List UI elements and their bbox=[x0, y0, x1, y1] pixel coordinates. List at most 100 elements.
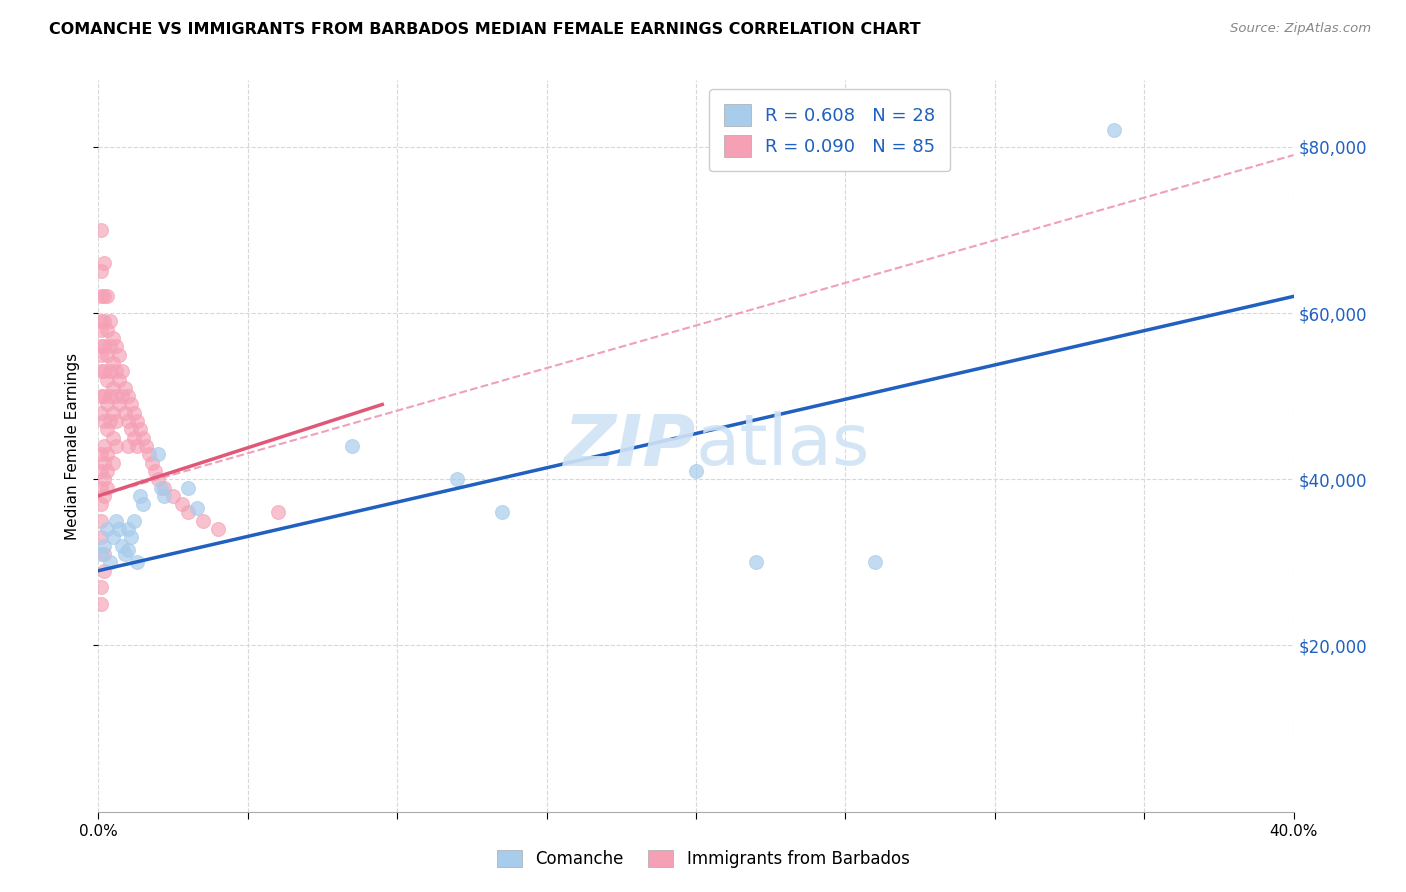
Legend: Comanche, Immigrants from Barbados: Comanche, Immigrants from Barbados bbox=[489, 843, 917, 875]
Point bbox=[90, 580, 112, 594]
Point bbox=[90, 597, 112, 611]
Point bbox=[191, 514, 214, 528]
Point bbox=[98, 364, 122, 378]
Point bbox=[153, 481, 176, 495]
Point bbox=[685, 464, 707, 478]
Point bbox=[141, 456, 163, 470]
Legend: R = 0.608   N = 28, R = 0.090   N = 85: R = 0.608 N = 28, R = 0.090 N = 85 bbox=[709, 89, 950, 171]
Point bbox=[93, 456, 115, 470]
Point bbox=[186, 501, 208, 516]
Point bbox=[117, 542, 139, 557]
Text: ZIP: ZIP bbox=[564, 411, 696, 481]
Point bbox=[342, 439, 364, 453]
Point bbox=[132, 497, 155, 511]
Point bbox=[124, 431, 146, 445]
Point bbox=[111, 364, 134, 378]
Point bbox=[98, 314, 122, 328]
Point bbox=[90, 339, 112, 353]
Point bbox=[103, 331, 125, 345]
Point bbox=[865, 555, 887, 569]
Point bbox=[117, 522, 139, 536]
Point bbox=[117, 439, 139, 453]
Point bbox=[491, 506, 513, 520]
Point bbox=[90, 323, 112, 337]
Point bbox=[105, 414, 128, 428]
Point bbox=[93, 564, 115, 578]
Point bbox=[138, 447, 160, 461]
Point bbox=[111, 539, 134, 553]
Point bbox=[127, 555, 149, 569]
Point bbox=[90, 223, 112, 237]
Point bbox=[105, 439, 128, 453]
Point bbox=[90, 547, 112, 561]
Point bbox=[124, 406, 146, 420]
Point bbox=[105, 339, 128, 353]
Point bbox=[96, 372, 118, 386]
Point bbox=[148, 447, 170, 461]
Point bbox=[93, 339, 115, 353]
Point bbox=[1104, 123, 1126, 137]
Point bbox=[98, 389, 122, 403]
Y-axis label: Median Female Earnings: Median Female Earnings bbox=[65, 352, 80, 540]
Point bbox=[117, 414, 139, 428]
Point bbox=[108, 347, 131, 362]
Point bbox=[111, 389, 134, 403]
Point bbox=[96, 464, 118, 478]
Point bbox=[96, 289, 118, 303]
Point bbox=[207, 522, 229, 536]
Point bbox=[172, 497, 194, 511]
Point bbox=[96, 422, 118, 436]
Point bbox=[129, 489, 152, 503]
Point bbox=[108, 522, 131, 536]
Point bbox=[114, 381, 136, 395]
Point bbox=[135, 439, 157, 453]
Point bbox=[96, 397, 118, 411]
Point bbox=[103, 381, 125, 395]
Point bbox=[124, 514, 146, 528]
Point bbox=[90, 289, 112, 303]
Point bbox=[105, 364, 128, 378]
Point bbox=[93, 439, 115, 453]
Point bbox=[90, 530, 112, 544]
Point bbox=[127, 414, 149, 428]
Point bbox=[153, 489, 176, 503]
Point bbox=[93, 314, 115, 328]
Point bbox=[446, 472, 468, 486]
Point bbox=[103, 431, 125, 445]
Point bbox=[103, 530, 125, 544]
Point bbox=[93, 289, 115, 303]
Point bbox=[93, 389, 115, 403]
Point bbox=[745, 555, 768, 569]
Point bbox=[96, 481, 118, 495]
Point bbox=[90, 406, 112, 420]
Point bbox=[120, 397, 142, 411]
Point bbox=[120, 530, 142, 544]
Point bbox=[90, 481, 112, 495]
Point bbox=[148, 472, 170, 486]
Point bbox=[108, 372, 131, 386]
Point bbox=[103, 456, 125, 470]
Text: COMANCHE VS IMMIGRANTS FROM BARBADOS MEDIAN FEMALE EARNINGS CORRELATION CHART: COMANCHE VS IMMIGRANTS FROM BARBADOS MED… bbox=[49, 22, 921, 37]
Point bbox=[93, 256, 115, 270]
Point bbox=[120, 422, 142, 436]
Point bbox=[90, 497, 112, 511]
Point bbox=[96, 447, 118, 461]
Point bbox=[96, 522, 118, 536]
Point bbox=[105, 514, 128, 528]
Point bbox=[93, 547, 115, 561]
Point bbox=[96, 347, 118, 362]
Point bbox=[132, 431, 155, 445]
Point bbox=[98, 339, 122, 353]
Point bbox=[93, 414, 115, 428]
Point bbox=[90, 389, 112, 403]
Point bbox=[150, 481, 173, 495]
Point bbox=[117, 389, 139, 403]
Point bbox=[108, 397, 131, 411]
Point bbox=[93, 364, 115, 378]
Point bbox=[98, 555, 122, 569]
Text: atlas: atlas bbox=[696, 411, 870, 481]
Point bbox=[177, 506, 200, 520]
Point bbox=[114, 547, 136, 561]
Point bbox=[90, 364, 112, 378]
Text: Source: ZipAtlas.com: Source: ZipAtlas.com bbox=[1230, 22, 1371, 36]
